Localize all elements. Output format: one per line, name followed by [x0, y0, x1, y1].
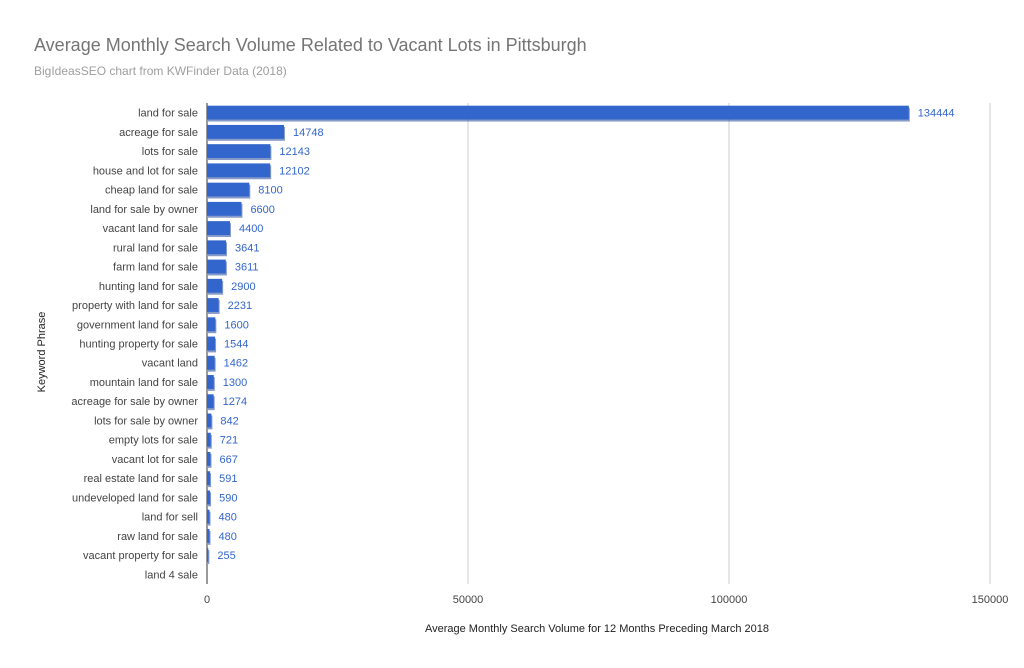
bar: [207, 201, 242, 216]
category-label: cheap land for sale: [105, 185, 198, 197]
data-label: 590: [219, 492, 237, 504]
category-label: farm land for sale: [113, 262, 198, 274]
x-tick-label: 100000: [711, 594, 748, 606]
data-label: 12143: [279, 146, 310, 158]
category-label: acreage for sale by owner: [71, 396, 198, 408]
category-label: real estate land for sale: [84, 473, 198, 485]
x-tick-label: 0: [204, 594, 210, 606]
data-label: 1544: [224, 339, 248, 351]
chart-title: Average Monthly Search Volume Related to…: [34, 35, 587, 55]
bar: [207, 105, 909, 120]
x-tick-labels: 0 50000 100000 150000: [204, 594, 1008, 606]
data-label: 667: [219, 454, 237, 466]
data-label: 3641: [235, 242, 259, 254]
bar: [207, 394, 214, 409]
category-label: land 4 sale: [145, 569, 198, 581]
category-label: vacant lot for sale: [112, 454, 198, 466]
bar: [207, 124, 284, 139]
data-label: 842: [220, 415, 238, 427]
bar: [207, 144, 271, 159]
bar: [207, 413, 212, 428]
chart-subtitle: BigIdeasSEO chart from KWFinder Data (20…: [34, 64, 287, 78]
bar: [207, 278, 223, 293]
data-label: 591: [219, 473, 237, 485]
category-label: rural land for sale: [113, 242, 198, 254]
category-label: land for sale: [138, 108, 198, 120]
category-label: lots for sale: [142, 146, 198, 158]
x-axis-label: Average Monthly Search Volume for 12 Mon…: [425, 623, 769, 635]
x-tick-label: 50000: [453, 594, 484, 606]
bar: [207, 298, 219, 312]
category-label: hunting property for sale: [79, 339, 198, 351]
category-label: house and lot for sale: [93, 165, 198, 177]
category-label: land for sale by owner: [90, 204, 198, 216]
data-label: 14748: [293, 127, 324, 139]
data-label: 480: [219, 512, 237, 524]
data-label: 1274: [223, 396, 247, 408]
data-label: 2231: [228, 300, 252, 312]
bar: [207, 375, 214, 389]
category-label: land for sell: [142, 512, 198, 524]
bar-shadow: [208, 550, 210, 565]
category-label: mountain land for sale: [90, 377, 198, 389]
data-label: 1462: [224, 358, 248, 370]
data-label: 1600: [224, 319, 248, 331]
category-label: hunting land for sale: [99, 281, 198, 293]
category-label: vacant land for sale: [103, 223, 198, 235]
bar: [207, 432, 211, 447]
data-label: 721: [220, 435, 238, 447]
data-label: 3611: [235, 262, 259, 274]
bar: [207, 528, 210, 543]
bar: [207, 355, 215, 370]
data-label: 480: [219, 531, 237, 543]
category-label: empty lots for sale: [109, 435, 198, 447]
gridlines: [206, 103, 991, 584]
data-label: 1300: [223, 377, 247, 389]
data-label: 4400: [239, 223, 263, 235]
bars: [207, 105, 910, 565]
bar: [207, 182, 250, 197]
y-axis-label: Keyword Phrase: [36, 312, 48, 393]
bar: [207, 471, 211, 486]
category-label: acreage for sale: [119, 127, 198, 139]
bar: [207, 548, 209, 563]
data-label: 6600: [250, 204, 274, 216]
category-labels: land for sale acreage for sale lots for sa…: [71, 108, 198, 582]
category-label: vacant land: [142, 358, 198, 370]
x-tick-label: 150000: [972, 594, 1009, 606]
category-label: lots for sale by owner: [94, 415, 198, 427]
bar: [207, 163, 271, 178]
bar: [207, 452, 211, 466]
bar: [207, 221, 230, 235]
bar: [207, 259, 226, 274]
category-label: undeveloped land for sale: [72, 492, 198, 504]
data-label: 2900: [231, 281, 255, 293]
bar: [207, 240, 227, 255]
data-label: 134444: [918, 108, 955, 120]
category-label: government land for sale: [77, 319, 198, 331]
category-label: raw land for sale: [117, 531, 198, 543]
data-label: 8100: [258, 185, 282, 197]
bar: [207, 336, 216, 351]
bar: [207, 490, 211, 505]
category-label: vacant property for sale: [83, 550, 198, 562]
bar: [207, 509, 210, 524]
category-label: property with land for sale: [72, 300, 198, 312]
bar: [207, 317, 216, 332]
data-labels: 134444 14748 12143 12102 8100 6600 4400 3641 361…: [217, 108, 954, 563]
data-label: 12102: [279, 165, 310, 177]
data-label: 255: [217, 550, 235, 562]
